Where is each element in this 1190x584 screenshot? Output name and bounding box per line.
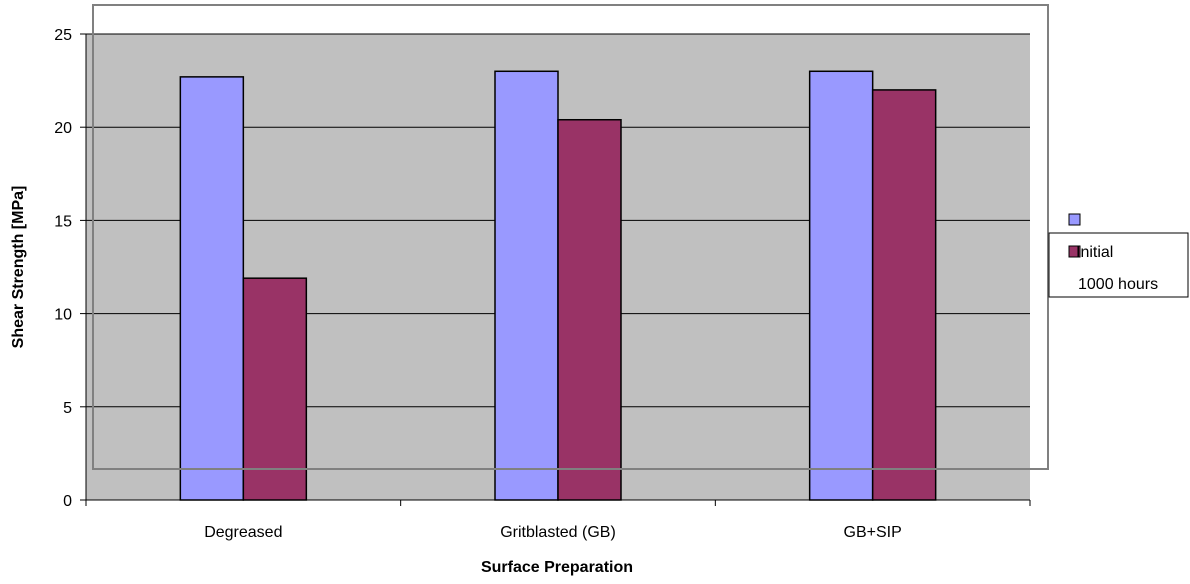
bar-initial-0: [179, 76, 245, 501]
bar-initial-2: [808, 70, 874, 501]
y-tick-label-10: 10: [54, 307, 72, 324]
legend-label-1000-hours: 1000 hours: [1078, 276, 1158, 293]
bar-1000-hours-2: [871, 89, 937, 501]
y-tick-label-15: 15: [54, 213, 72, 230]
y-tick-label-5: 5: [63, 400, 72, 417]
y-axis-title: Shear Strength [MPa]: [10, 186, 27, 349]
bars: [179, 70, 937, 501]
bar-1000-hours-0: [242, 277, 308, 501]
x-tick-label-2: GB+SIP: [844, 524, 902, 541]
bar-initial-1: [494, 70, 559, 501]
legend-label-initial: Initial: [1076, 244, 1113, 261]
axes: [85, 34, 1030, 501]
legend: Initial 1000 hours: [1048, 213, 1189, 298]
y-tick-label-0: 0: [63, 493, 72, 510]
y-tick-label-25: 25: [54, 27, 72, 44]
legend-swatch-1000-hours: [1068, 245, 1081, 258]
chart-frame: [92, 4, 1049, 470]
bar-1000-hours-1: [557, 118, 622, 501]
x-tick-label-0: Degreased: [204, 524, 282, 541]
y-tick-label-20: 20: [54, 120, 72, 137]
x-ticks: Degreased Gritblasted (GB) GB+SIP: [85, 500, 1031, 541]
x-tick-label-1: Gritblasted (GB): [500, 524, 616, 541]
x-axis-title: Surface Preparation: [481, 559, 633, 576]
legend-swatch-initial: [1068, 213, 1081, 226]
legend-box: [1048, 232, 1189, 298]
y-ticks: 0 5 10 15 20 25: [54, 27, 86, 510]
